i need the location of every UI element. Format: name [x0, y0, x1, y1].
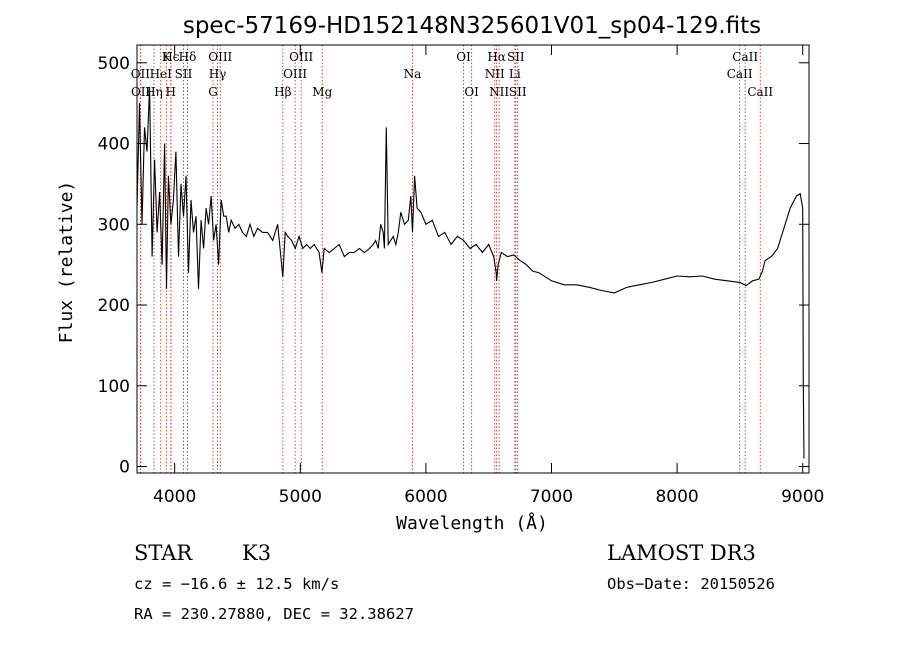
- y-tick-label: 100: [98, 377, 130, 397]
- y-tick-label: 500: [98, 54, 130, 74]
- line-marker-label: NII: [485, 67, 505, 81]
- line-marker-label: G: [208, 85, 218, 99]
- line-marker-label: Hγ: [209, 67, 227, 81]
- line-marker-label: Hϵ: [162, 50, 179, 64]
- line-marker-label: Hη: [145, 85, 163, 99]
- y-axis-label: Flux (relative): [56, 181, 77, 344]
- x-tick-label: 8000: [655, 487, 698, 507]
- coordinates: RA = 230.27880, DEC = 32.38627: [134, 605, 414, 623]
- line-marker-label: SII: [509, 85, 527, 99]
- line-marker-label: Hδ: [179, 50, 197, 64]
- x-axis: 4000 5000 6000 7000 8000 9000: [153, 45, 824, 507]
- line-marker-label: SII: [175, 67, 193, 81]
- x-tick-label: 6000: [404, 487, 447, 507]
- line-marker-label: OII: [131, 67, 151, 81]
- line-marker-label: OII: [131, 85, 151, 99]
- x-tick-label: 7000: [530, 487, 573, 507]
- line-marker-label: OI: [464, 85, 479, 99]
- line-marker-label: OIII: [289, 50, 313, 64]
- plot-frame: [136, 44, 810, 474]
- line-marker-label: CaII: [747, 85, 773, 99]
- y-axis: 0 100 200 300 400 500: [98, 54, 809, 478]
- survey-name: LAMOST DR3: [607, 541, 756, 565]
- chart-title: spec-57169-HD152148N325601V01_sp04-129.f…: [183, 13, 761, 39]
- line-marker-label: CaII: [727, 67, 753, 81]
- x-axis-label: Wavelength (Å): [396, 512, 548, 534]
- line-marker-label: Hα: [487, 50, 506, 64]
- spectral-line-markers: [139, 45, 761, 473]
- line-marker-label: H: [166, 85, 176, 99]
- line-marker-label: NII: [489, 85, 509, 99]
- line-marker-label: Mg: [312, 85, 332, 99]
- line-marker-label: Na: [404, 67, 422, 81]
- y-tick-label: 200: [98, 296, 130, 316]
- line-marker-label: OI: [456, 50, 471, 64]
- x-tick-label: 5000: [279, 487, 322, 507]
- x-tick-label: 4000: [153, 487, 196, 507]
- redshift-cz: cz = −16.6 ± 12.5 km/s: [134, 575, 339, 593]
- obs-date: Obs−Date: 20150526: [607, 575, 775, 593]
- line-marker-label: OIII: [283, 67, 307, 81]
- line-marker-label: Hβ: [274, 85, 291, 99]
- line-marker-label: OIII: [208, 50, 232, 64]
- spectral-line-labels: Hϵ OII OII K HeI Hη H Hδ SII OIII Hγ G OIII OIII Hβ Mg N…: [131, 50, 774, 99]
- line-marker-label: CaII: [732, 50, 758, 64]
- flux-series-line: [136, 86, 805, 459]
- line-marker-label: K: [162, 50, 172, 64]
- line-marker-label: HeI: [150, 67, 173, 81]
- subclass: K3: [242, 541, 271, 565]
- line-marker-label: Li: [509, 67, 521, 81]
- y-tick-label: 300: [98, 215, 130, 235]
- object-class: STAR: [134, 541, 193, 565]
- y-tick-label: 0: [119, 458, 130, 478]
- line-marker-label: SII: [507, 50, 525, 64]
- x-tick-label: 9000: [781, 487, 824, 507]
- y-tick-label: 400: [98, 135, 130, 155]
